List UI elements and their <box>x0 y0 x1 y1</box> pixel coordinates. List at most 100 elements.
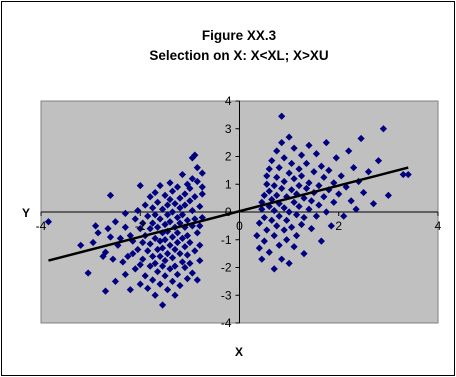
data-point <box>146 193 154 201</box>
data-point <box>270 265 278 273</box>
data-point <box>173 183 182 191</box>
data-point <box>166 195 174 204</box>
data-point <box>131 215 139 223</box>
y-axis-label: Y <box>22 206 30 220</box>
data-point <box>300 213 308 222</box>
data-point <box>297 172 306 180</box>
data-point <box>168 187 177 195</box>
data-point <box>181 243 189 251</box>
x-tick-label: 2 <box>335 219 342 233</box>
data-point <box>290 144 298 152</box>
data-point <box>136 261 144 269</box>
data-point <box>158 205 167 213</box>
data-point <box>141 201 149 209</box>
data-point <box>297 220 306 229</box>
data-point <box>330 198 338 206</box>
data-point <box>161 272 169 280</box>
data-point <box>297 151 306 159</box>
data-point <box>300 194 308 202</box>
data-point <box>171 262 179 270</box>
data-point <box>181 263 189 272</box>
data-point <box>154 198 162 206</box>
data-point <box>295 182 303 190</box>
data-point <box>183 231 191 240</box>
data-point <box>191 193 199 201</box>
data-point <box>265 202 273 211</box>
data-point <box>278 139 286 147</box>
data-point <box>188 207 196 215</box>
data-point <box>340 212 348 220</box>
data-point <box>315 182 323 190</box>
data-point <box>322 139 330 147</box>
data-point <box>44 218 53 226</box>
data-point <box>183 275 191 283</box>
data-point <box>106 191 115 199</box>
data-point <box>278 112 286 120</box>
data-point <box>186 259 194 267</box>
data-point <box>173 270 182 279</box>
data-point <box>139 255 147 263</box>
data-point <box>196 241 204 249</box>
data-point <box>196 202 204 211</box>
data-point <box>156 280 164 288</box>
x-tick-label: 4 <box>435 219 442 233</box>
data-point <box>101 248 110 256</box>
data-point <box>173 238 182 247</box>
y-tick-label: -4 <box>221 316 232 330</box>
data-point <box>278 255 286 263</box>
x-axis-label: X <box>235 345 243 359</box>
data-point <box>111 218 120 226</box>
data-point <box>94 229 102 237</box>
data-point <box>305 141 313 149</box>
data-point <box>285 208 293 216</box>
data-point <box>268 157 276 165</box>
data-point <box>258 255 266 263</box>
data-point <box>126 286 134 294</box>
data-point <box>283 216 291 224</box>
data-point <box>146 262 154 270</box>
data-point <box>139 219 147 227</box>
data-point <box>275 200 283 208</box>
data-point <box>307 225 316 233</box>
data-point <box>369 200 378 208</box>
data-point <box>315 201 323 209</box>
data-point <box>129 250 137 258</box>
data-point <box>278 184 286 193</box>
data-point <box>273 173 281 181</box>
data-point <box>275 212 283 220</box>
data-point <box>347 197 355 205</box>
data-point <box>131 265 139 273</box>
y-tick-label: -2 <box>221 261 232 275</box>
data-point <box>124 252 132 260</box>
data-point <box>198 183 206 191</box>
data-point <box>384 191 392 199</box>
data-point <box>273 191 281 199</box>
data-point <box>285 133 293 141</box>
data-point <box>163 250 172 258</box>
data-point <box>188 175 196 183</box>
data-point <box>163 286 172 294</box>
data-point <box>253 231 261 240</box>
data-point <box>176 250 184 258</box>
data-point <box>149 252 157 260</box>
x-tick-label: -2 <box>135 219 146 233</box>
data-point <box>158 244 167 252</box>
data-point <box>359 188 368 197</box>
data-point <box>330 179 338 187</box>
data-point <box>191 151 199 159</box>
data-point <box>156 182 164 190</box>
data-point <box>288 159 296 168</box>
data-point <box>161 256 169 265</box>
data-point <box>144 284 152 292</box>
data-point <box>151 234 159 242</box>
data-point <box>166 265 174 273</box>
data-point <box>141 272 149 280</box>
data-point <box>163 211 172 219</box>
data-point <box>136 225 144 233</box>
data-point <box>158 301 167 309</box>
data-point <box>91 222 100 230</box>
data-point <box>379 125 388 133</box>
data-point <box>193 177 201 186</box>
data-point <box>186 197 194 205</box>
data-point <box>320 173 328 181</box>
